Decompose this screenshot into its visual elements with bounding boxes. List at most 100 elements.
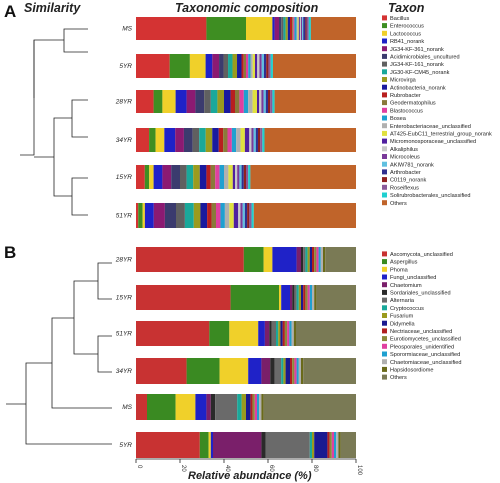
legend-swatch [382, 328, 387, 334]
bar-segment-51YR-Cryptococcus [276, 321, 279, 346]
bar-segment-MS-Eurotiomycetes_unclassified [252, 394, 255, 420]
bar-segment-28YR-RB41_norank [175, 90, 187, 113]
bar-segment-34YR-Sordariales_unclassified [270, 358, 275, 384]
bar-segment-5YR-Ascomycota_unclassified [136, 432, 200, 458]
bar-segment-34YR-Hapsidosordiome [301, 358, 304, 384]
legend-label: Chaetomium [390, 283, 422, 289]
bar-segment-28YR-Eurotiomycetes_unclassified [314, 247, 317, 272]
bar-segment-34YR-Others [264, 128, 356, 152]
bar-segment-28YR-Didymella [309, 247, 312, 272]
bar-segment-MS-Others [263, 394, 356, 420]
bar-segment-51YR-Micromonosporaceae_unclassified [233, 203, 239, 228]
bar-segment-34YR-Fusarium [283, 358, 286, 384]
bar-segment-5YR-AT425-EubC11_terrestrial_group_norank [252, 54, 255, 78]
bar-segment-51YR-Roseiflexus [249, 203, 252, 228]
bar-segment-51YR-Bosea [220, 203, 225, 228]
bar-segment-28YR-Alternaria [303, 247, 306, 272]
panel-letter-b: B [4, 243, 16, 262]
bar-segment-34YR-Micromonosporaceae_unclassified [244, 128, 250, 152]
bar-segment-51YR-AKIW781_norank [242, 203, 245, 228]
bar-segment-34YR-Others [303, 358, 356, 384]
bar-segment-34YR-Solirubrobacterales_unclassified [262, 128, 265, 152]
bar-segment-5YR-Sordariales_unclassified [261, 432, 266, 458]
bar-segment-51YR-JG34-KF-361_norank [153, 203, 165, 228]
bar-segment-MS-JG34-KF-361_norank [274, 17, 279, 40]
legend-swatch [382, 192, 387, 198]
bar-segment-15YR-Solirubrobacterales_unclassified [248, 165, 251, 189]
bar-segment-5YR-AKIW781_norank [261, 54, 264, 78]
legend-swatch [382, 107, 387, 113]
legend-swatch [382, 289, 387, 295]
bar-segment-28YR-JG34-KF-361_norank [186, 90, 196, 113]
x-tick-label: 60 [268, 465, 274, 472]
bar-segment-15YR-Microvirga [193, 165, 200, 189]
legend-label: Actinobacteria_norank [390, 85, 446, 91]
legend-swatch [382, 123, 387, 129]
bar-segment-34YR-Enterococcus [149, 128, 156, 152]
category-label: 15YR [116, 174, 133, 181]
panel-letter-a: A [4, 2, 16, 21]
bar-segment-5YR-Geodermatophilus [243, 54, 246, 78]
bar-segment-5YR-Bacillus [136, 54, 170, 78]
bar-segment-28YR-Chaetomiaceae_unclassified [320, 247, 323, 272]
bar-segment-34YR-Lactococcus [155, 128, 165, 152]
bar-segment-51YR-Microvirga [193, 203, 201, 228]
bar-segment-51YR-Acidimicrobiales_uncultured [164, 203, 176, 228]
bar-segment-34YR-Pleosporales_unidentified [294, 358, 297, 384]
bar-segment-MS-Microcoleus [301, 17, 303, 40]
bar-segment-MS-AT425-EubC11_terrestrial_group_norank [297, 17, 299, 40]
bar-segment-MS-Cryptococcus [237, 394, 242, 420]
legend-swatch [382, 146, 387, 152]
bar-segment-28YR-Microcoleus [261, 90, 264, 113]
legend-label: Roseiflexus [390, 185, 419, 191]
bar-segment-28YR-Pleosporales_unidentified [316, 247, 319, 272]
bar-segment-28YR-Cryptococcus [305, 247, 308, 272]
bar-segment-51YR-Fungi_unclassified [258, 321, 265, 346]
bar-segment-5YR-Lactococcus [189, 54, 206, 78]
bar-segment-MS-Lactococcus [246, 17, 273, 40]
bar-segment-5YR-Enterococcus [169, 54, 190, 78]
bar-segment-28YR-Solirubrobacterales_unclassified [272, 90, 275, 113]
bar-segment-MS-Hapsidosordiome [261, 394, 264, 420]
bar-segment-15YR-Others [316, 285, 356, 310]
bar-segment-MS-Didymella [246, 394, 251, 420]
bar-segment-15YR-Micromonosporaceae_unclassified [232, 165, 235, 189]
bar-segment-15YR-JG34-KF-161_norank [180, 165, 187, 189]
bar-segment-15YR-Cryptococcus [296, 285, 299, 310]
bar-segment-5YR-Fungi_unclassified [210, 432, 213, 458]
bar-segment-5YR-C0119_norank [266, 54, 269, 78]
category-label: 5YR [119, 63, 132, 70]
bar-segment-5YR-Bosea [248, 54, 251, 78]
legend-label: Others [390, 375, 407, 381]
bar-segment-15YR-Didymella [301, 285, 304, 310]
bar-segment-15YR-Arthrobacter [241, 165, 244, 189]
legend-swatch [382, 266, 387, 272]
x-tick-label: 100 [356, 465, 362, 476]
bar-segment-MS-Others [310, 17, 356, 40]
bar-segment-28YR-Blastococcus [239, 90, 244, 113]
bar-segment-34YR-AKIW781_norank [253, 128, 256, 152]
bar-segment-28YR-Bosea [243, 90, 249, 113]
legend-label: Cryptococcus [390, 306, 424, 312]
bar-segment-5YR-Microvirga [232, 54, 238, 78]
bar-segment-15YR-Blastococcus [215, 165, 220, 189]
bar-segment-MS-Chaetomiaceae_unclassified [259, 394, 262, 420]
bar-segment-MS-C0119_norank [305, 17, 307, 40]
bar-segment-15YR-Eurotiomycetes_unclassified [305, 285, 308, 310]
bar-segment-51YR-Chaetomiaceae_unclassified [291, 321, 294, 346]
bar-segment-28YR-Geodermatophilus [235, 90, 240, 113]
category-label: 34YR [116, 368, 133, 375]
bar-segment-5YR-Sporormiaceae_unclassified [334, 432, 337, 458]
legend-swatch [382, 53, 387, 59]
bar-segment-51YR-Others [253, 203, 356, 228]
bar-segment-MS-Blastococcus [293, 17, 295, 40]
bar-segment-28YR-Ascomycota_unclassified [136, 247, 244, 272]
bar-segment-28YR-Microvirga [217, 90, 224, 113]
bar-segment-34YR-Alkaliphilus [249, 128, 252, 152]
bar-segment-34YR-Cryptococcus [281, 358, 284, 384]
bar-segment-51YR-Hapsidosordiome [293, 321, 296, 346]
legend-swatch [382, 161, 387, 167]
legend-label: Bacillus [390, 16, 409, 22]
bar-segment-5YR-Hapsidosordiome [338, 432, 341, 458]
